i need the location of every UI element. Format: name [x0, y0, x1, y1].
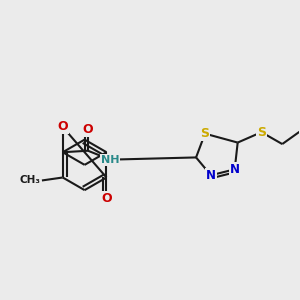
Text: O: O	[83, 123, 93, 136]
Text: S: S	[257, 126, 266, 139]
Text: N: N	[230, 163, 240, 176]
Text: NH: NH	[101, 155, 119, 165]
Text: CH₃: CH₃	[20, 176, 40, 185]
Text: N: N	[206, 169, 216, 182]
Text: O: O	[101, 192, 112, 206]
Text: S: S	[200, 127, 209, 140]
Text: O: O	[57, 121, 68, 134]
